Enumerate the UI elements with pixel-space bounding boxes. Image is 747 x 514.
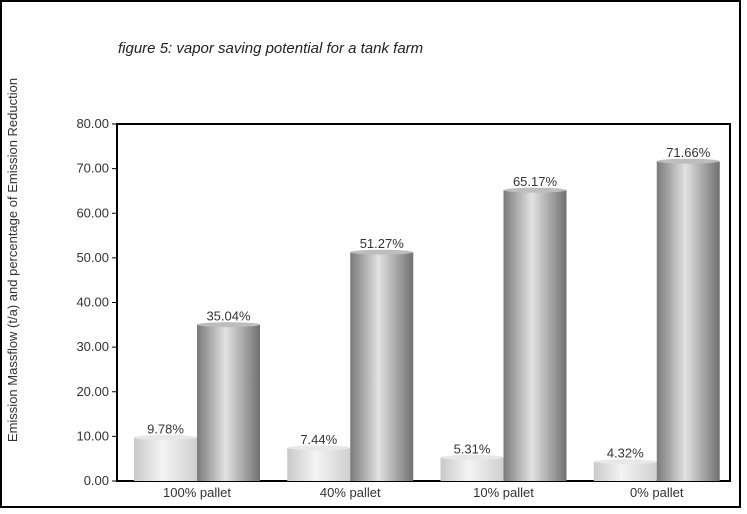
y-tick-label: 30.00 <box>76 339 109 354</box>
bar-top-cap <box>197 322 260 328</box>
y-axis-label: Emission Massflow (t/a) and percentage o… <box>5 78 20 442</box>
category-label: 0% pallet <box>630 485 684 500</box>
data-label: 51.27% <box>360 236 405 251</box>
category-label: 40% pallet <box>320 485 381 500</box>
y-axis-ticks: 0.00 10.00 20.00 30.00 40.00 50.00 60.00 70.00 8… <box>76 116 117 488</box>
value-labels: 9.78% 35.04% 7.44% 51.27% 5.31% 65.17% 4.32% 71… <box>147 145 711 461</box>
data-label: 5.31% <box>454 441 491 456</box>
data-label: 7.44% <box>300 432 337 447</box>
bar-dark-2 <box>503 190 567 481</box>
y-tick-label: 40.00 <box>76 295 109 310</box>
data-label: 65.17% <box>513 174 558 189</box>
bar-light-0 <box>134 437 197 481</box>
data-label: 4.32% <box>607 446 644 461</box>
bar-dark-1 <box>350 252 414 481</box>
data-label: 71.66% <box>666 145 711 160</box>
bar-top-cap <box>503 187 567 193</box>
category-label: 10% pallet <box>473 485 534 500</box>
chart-title: figure 5: vapor saving potential for a t… <box>118 40 423 57</box>
y-tick-label: 60.00 <box>76 205 109 220</box>
category-labels: 100% pallet 40% pallet 10% pallet 0% pallet <box>163 485 684 500</box>
y-tick-label: 10.00 <box>76 428 109 443</box>
data-label: 9.78% <box>147 421 184 436</box>
category-label: 100% pallet <box>163 485 231 500</box>
bar-light-3 <box>593 461 657 481</box>
bar-top-cap <box>134 434 197 440</box>
bar-top-cap <box>350 249 414 255</box>
bar-top-cap <box>656 158 720 164</box>
y-tick-label: 0.00 <box>84 473 109 488</box>
data-label: 35.04% <box>206 309 251 324</box>
bar-dark-0 <box>197 324 260 481</box>
y-tick-label: 50.00 <box>76 250 109 265</box>
bars <box>134 158 720 481</box>
bar-top-cap <box>440 454 504 460</box>
bar-top-cap <box>593 459 657 465</box>
bar-dark-3 <box>656 161 720 481</box>
bar-light-2 <box>440 457 504 481</box>
y-tick-label: 20.00 <box>76 384 109 399</box>
bar-top-cap <box>287 445 351 451</box>
bar-light-1 <box>287 447 351 481</box>
y-tick-label: 80.00 <box>76 116 109 131</box>
y-tick-label: 70.00 <box>76 161 109 176</box>
